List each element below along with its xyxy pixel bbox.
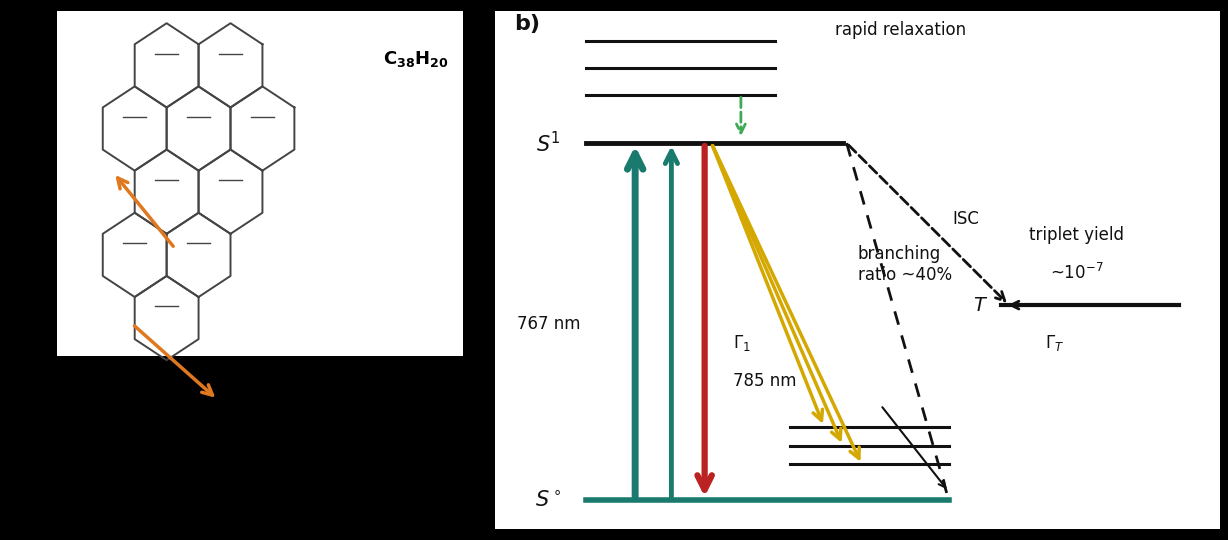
Text: $\Gamma_T$: $\Gamma_T$ bbox=[1045, 333, 1063, 353]
Text: $S^\circ$: $S^\circ$ bbox=[535, 489, 561, 510]
Text: 785 nm: 785 nm bbox=[733, 372, 797, 390]
Text: branching
ratio ~40%: branching ratio ~40% bbox=[858, 245, 952, 284]
Text: ISC: ISC bbox=[953, 210, 979, 228]
Text: triplet yield: triplet yield bbox=[1029, 226, 1125, 244]
Text: $\mathbf{C_{38}H_{20}}$: $\mathbf{C_{38}H_{20}}$ bbox=[383, 49, 449, 70]
Text: ~10$^{-7}$: ~10$^{-7}$ bbox=[1050, 262, 1104, 283]
Text: T: T bbox=[973, 295, 985, 315]
Text: $S^1$: $S^1$ bbox=[535, 131, 561, 156]
Text: rapid relaxation: rapid relaxation bbox=[835, 21, 966, 39]
Text: $\Gamma_1$: $\Gamma_1$ bbox=[733, 333, 752, 353]
Text: 767 nm: 767 nm bbox=[517, 315, 580, 333]
Text: b): b) bbox=[515, 14, 540, 35]
Bar bbox=[56, 11, 463, 356]
